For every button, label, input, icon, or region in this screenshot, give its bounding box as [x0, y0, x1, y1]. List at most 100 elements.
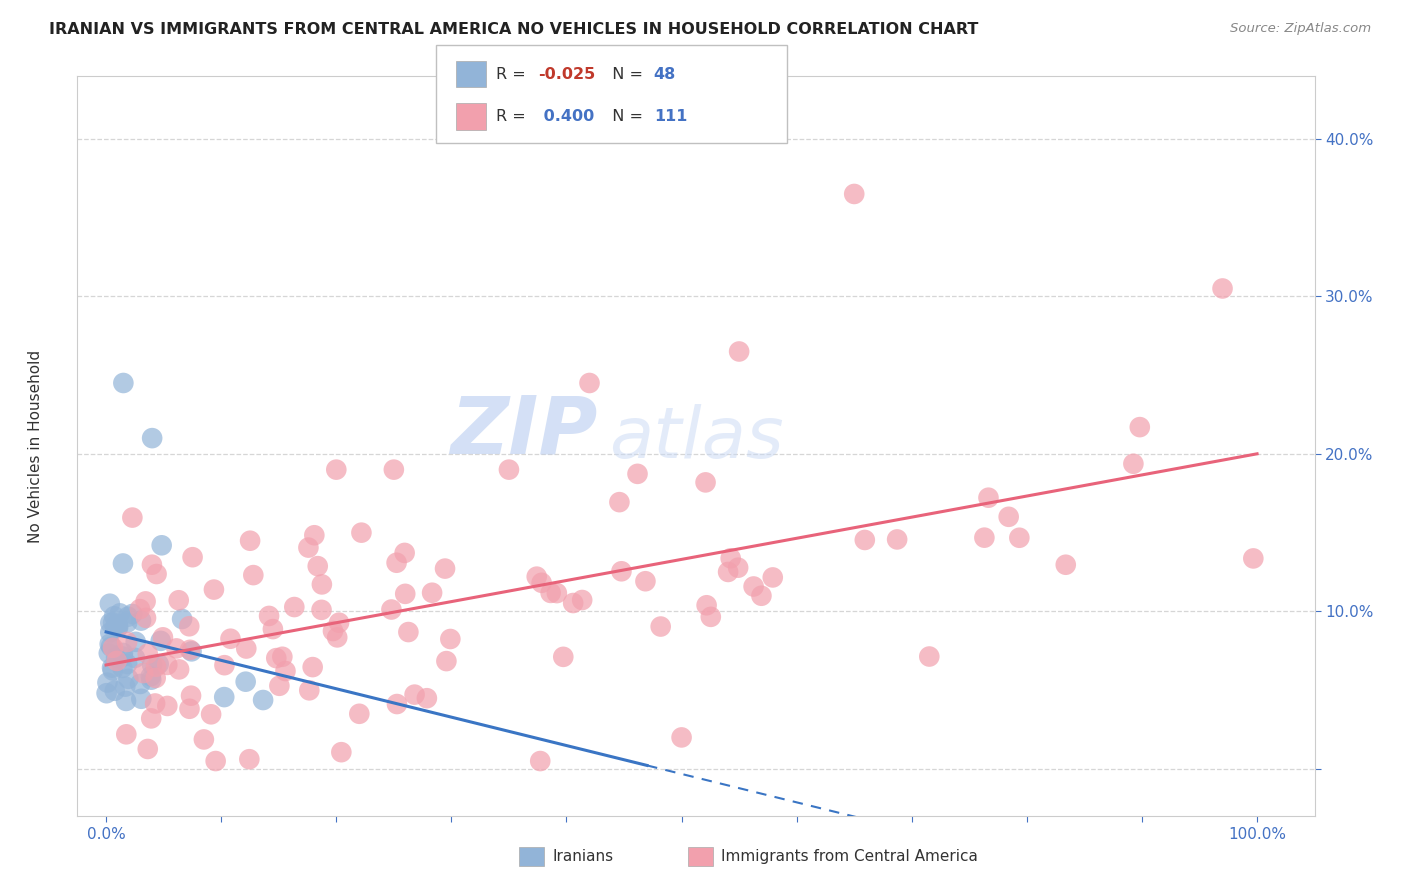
Point	[121, 510, 143, 524]
Point	[886, 533, 908, 547]
Point	[997, 509, 1019, 524]
Point	[853, 533, 876, 547]
Point	[404, 688, 426, 702]
Point	[135, 594, 157, 608]
Point	[238, 752, 260, 766]
Point	[141, 673, 163, 687]
Point	[179, 702, 201, 716]
Point	[101, 615, 124, 630]
Point	[131, 691, 153, 706]
Point	[167, 662, 190, 676]
Text: Source: ZipAtlas.com: Source: ZipAtlas.com	[1230, 22, 1371, 36]
Point	[420, 586, 443, 600]
Point	[239, 533, 262, 548]
Point	[1122, 457, 1144, 471]
Point	[610, 564, 633, 578]
Point	[145, 659, 167, 673]
Point	[96, 675, 118, 690]
Point	[257, 608, 280, 623]
Point	[112, 376, 135, 390]
Point	[609, 495, 631, 509]
Point	[98, 637, 121, 651]
Point	[700, 610, 723, 624]
Point	[252, 693, 274, 707]
Point	[115, 615, 138, 630]
Point	[1129, 420, 1152, 434]
Text: atlas: atlas	[609, 404, 785, 473]
Point	[751, 589, 773, 603]
Point	[626, 467, 648, 481]
Point	[141, 657, 163, 672]
Point	[180, 689, 202, 703]
Point	[219, 632, 242, 646]
Point	[235, 641, 257, 656]
Point	[304, 528, 326, 542]
Point	[762, 570, 785, 584]
Point	[328, 615, 350, 630]
Point	[132, 666, 155, 681]
Point	[385, 697, 408, 711]
Point	[242, 568, 264, 582]
Point	[115, 657, 138, 671]
Text: IRANIAN VS IMMIGRANTS FROM CENTRAL AMERICA NO VEHICLES IN HOUSEHOLD CORRELATION : IRANIAN VS IMMIGRANTS FROM CENTRAL AMERI…	[49, 22, 979, 37]
Point	[149, 633, 172, 648]
Point	[143, 697, 166, 711]
Text: 48: 48	[654, 67, 676, 81]
Point	[1054, 558, 1077, 572]
Point	[1008, 531, 1031, 545]
Point	[98, 625, 121, 640]
Point	[297, 541, 319, 555]
Point	[204, 754, 226, 768]
Point	[439, 632, 461, 646]
Point	[129, 677, 152, 691]
Point	[742, 579, 765, 593]
Point	[274, 664, 297, 678]
Point	[212, 690, 235, 704]
Point	[727, 560, 749, 574]
Text: R =: R =	[496, 110, 531, 124]
Point	[172, 612, 194, 626]
Point	[530, 575, 553, 590]
Point	[717, 565, 740, 579]
Point	[200, 707, 222, 722]
Point	[135, 611, 157, 625]
Point	[156, 698, 179, 713]
Point	[117, 672, 139, 686]
Point	[553, 649, 575, 664]
Point	[101, 661, 124, 675]
Point	[1241, 551, 1264, 566]
Point	[139, 669, 162, 683]
Point	[125, 635, 148, 649]
Point	[107, 620, 129, 634]
Point	[97, 646, 120, 660]
Text: 0.400: 0.400	[538, 110, 595, 124]
Point	[136, 742, 159, 756]
Point	[165, 641, 187, 656]
Point	[181, 550, 204, 565]
Point	[498, 462, 520, 476]
Point	[115, 694, 138, 708]
Point	[396, 625, 419, 640]
Text: R =: R =	[496, 67, 531, 81]
Point	[103, 609, 125, 624]
Point	[96, 686, 118, 700]
Text: N =: N =	[602, 67, 648, 81]
Point	[918, 649, 941, 664]
Point	[529, 754, 551, 768]
Point	[124, 651, 146, 665]
Point	[385, 556, 408, 570]
Text: Immigrants from Central America: Immigrants from Central America	[721, 849, 979, 863]
Point	[141, 711, 163, 725]
Point	[526, 569, 548, 583]
Point	[235, 674, 257, 689]
Point	[152, 631, 174, 645]
Point	[129, 614, 152, 628]
Point	[322, 624, 344, 638]
Point	[115, 727, 138, 741]
Point	[167, 593, 190, 607]
Point	[283, 600, 305, 615]
Point	[695, 475, 717, 490]
Point	[202, 582, 225, 597]
Point	[330, 745, 353, 759]
Point	[298, 683, 321, 698]
